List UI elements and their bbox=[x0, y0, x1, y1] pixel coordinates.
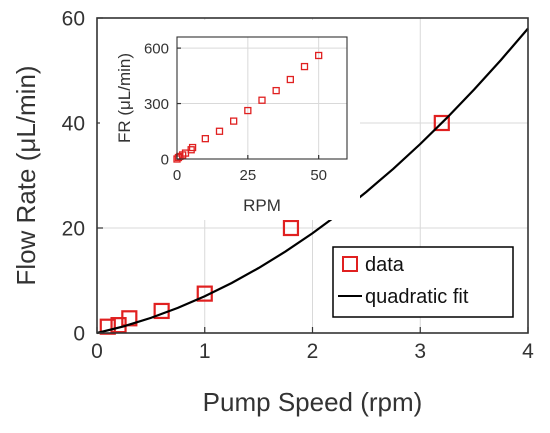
legend-box bbox=[332, 246, 514, 318]
x-tick-label: 2 bbox=[307, 340, 319, 363]
inset-plot: 0 25 50 0 300 600 RPM FR (μL/min) bbox=[100, 20, 360, 220]
x-tick-label: 0 bbox=[91, 340, 103, 363]
x-tick-label: 3 bbox=[414, 340, 426, 363]
inset-data-point bbox=[315, 51, 323, 60]
inset-y-tick-label: 600 bbox=[144, 40, 169, 57]
inset-data-point bbox=[188, 143, 197, 152]
inset-data-point bbox=[258, 96, 266, 104]
y-tick-label: 40 bbox=[62, 112, 85, 135]
x-tick-label: 4 bbox=[522, 340, 534, 363]
x-tick-label: 1 bbox=[199, 340, 211, 363]
inset-data-point bbox=[230, 117, 238, 125]
legend-label-fit: quadratic fit bbox=[365, 286, 469, 308]
inset-background bbox=[100, 20, 360, 220]
legend: data quadratic fit bbox=[332, 246, 514, 318]
inset-y-tick-label: 300 bbox=[144, 96, 169, 113]
inset-data-point bbox=[215, 127, 224, 135]
inset-x-tick-label: 50 bbox=[310, 167, 327, 184]
legend-marker-data bbox=[342, 256, 358, 272]
inset-x-tick-label: 0 bbox=[173, 167, 181, 184]
inset-data-point bbox=[187, 146, 195, 154]
inset-x-tick-label: 25 bbox=[239, 167, 256, 184]
inset-data-point bbox=[201, 135, 209, 143]
fit-line bbox=[96, 27, 529, 335]
legend-label-data: data bbox=[365, 254, 405, 276]
x-axis-title: Pump Speed (rpm) bbox=[203, 387, 423, 417]
inset-y-tick-label: 0 bbox=[161, 151, 169, 168]
y-tick-label: 60 bbox=[62, 7, 85, 30]
data-point bbox=[282, 219, 300, 237]
y-tick-label: 0 bbox=[73, 322, 85, 345]
inset-x-axis-title: RPM bbox=[243, 196, 281, 215]
inset-y-axis-title: FR (μL/min) bbox=[115, 53, 134, 143]
y-tick-label: 20 bbox=[62, 217, 85, 240]
y-axis-title: Flow Rate (μL/min) bbox=[11, 65, 41, 285]
inset-data-point bbox=[300, 62, 309, 71]
inset-data-point bbox=[244, 106, 252, 115]
data-point bbox=[433, 114, 450, 132]
inset-data-point bbox=[286, 75, 294, 84]
inset-axes-frame bbox=[176, 36, 348, 160]
inset-data-point bbox=[272, 86, 280, 95]
